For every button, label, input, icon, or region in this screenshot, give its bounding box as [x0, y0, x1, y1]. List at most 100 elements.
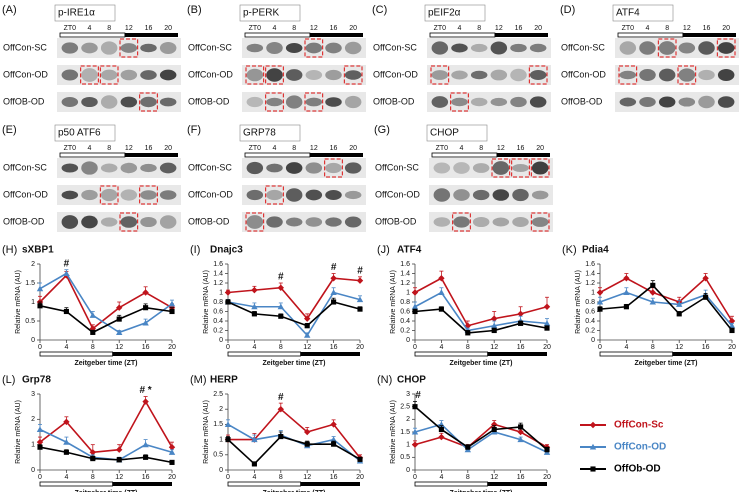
highlight-box: [119, 38, 139, 58]
band: [325, 162, 342, 174]
annotation: #: [64, 258, 70, 269]
highlight-box: [528, 65, 548, 85]
marker: [356, 296, 364, 303]
band: [285, 188, 303, 202]
zt-label: ZT0: [249, 25, 262, 32]
light-phase: [39, 481, 113, 487]
marker: [90, 329, 96, 335]
zt-label: 8: [292, 25, 296, 32]
highlight-box: [491, 158, 511, 178]
band: [140, 70, 157, 80]
band: [120, 189, 138, 201]
x-tick-label: 12: [675, 344, 683, 351]
band: [140, 190, 157, 200]
band: [325, 189, 342, 201]
band: [470, 70, 488, 80]
y-tick-label: 1: [31, 442, 35, 449]
marker: [438, 306, 444, 312]
y-tick-label: 0.5: [400, 454, 410, 461]
y-tick-label: 1: [406, 442, 410, 449]
marker: [251, 286, 258, 294]
x-tick-label: 20: [168, 344, 176, 351]
marker: [278, 313, 284, 319]
band: [266, 216, 283, 228]
panel-label: (J): [377, 244, 390, 256]
marker: [356, 277, 364, 284]
chart-title: Dnajc3: [210, 245, 243, 256]
marker: [304, 441, 310, 447]
highlight-box: [139, 185, 158, 205]
title-box: [239, 124, 301, 142]
title-box: [239, 4, 301, 22]
band: [81, 68, 98, 82]
marker: [37, 444, 43, 450]
marker: [116, 316, 122, 322]
y-tick-label: 1.6: [585, 261, 595, 268]
marker: [438, 275, 445, 282]
band: [159, 69, 177, 81]
y-tick-label: 0: [219, 337, 223, 344]
annotation: #: [331, 262, 337, 273]
y-tick-label: 0.8: [585, 299, 595, 306]
band: [658, 96, 676, 108]
marker: [596, 289, 604, 296]
y-tick-label: 0.2: [585, 327, 595, 334]
band: [266, 163, 283, 173]
zt-label: 8: [479, 145, 483, 152]
zt-label: 16: [703, 25, 711, 32]
row-label: OffCon-OD: [373, 69, 418, 79]
series-line: [414, 308, 548, 334]
zt-label: ZT0: [436, 145, 449, 152]
marker: [438, 289, 445, 296]
x-tick-label: 20: [728, 344, 736, 351]
band: [698, 69, 715, 81]
highlight-box: [677, 65, 697, 85]
y-tick-label: 1: [591, 289, 595, 296]
band: [266, 68, 283, 82]
series-line: [227, 435, 361, 466]
y-tick-label: 2: [31, 416, 35, 423]
highlight-box: [245, 65, 265, 85]
marker: [63, 308, 69, 315]
band: [305, 97, 323, 107]
marker: [89, 312, 96, 318]
band: [159, 190, 177, 200]
band: [246, 68, 264, 82]
x-tick-label: 8: [279, 344, 283, 351]
marker: [465, 444, 471, 450]
band: [678, 68, 696, 82]
series-line: [227, 301, 361, 327]
zt-label: 20: [536, 145, 544, 152]
band: [140, 96, 157, 108]
band: [510, 68, 527, 82]
highlight-box: [304, 38, 324, 58]
x-tick-label: 16: [142, 474, 150, 481]
dark-phase: [487, 482, 547, 486]
legend-label: OffCon-Sc: [614, 420, 664, 431]
band: [100, 188, 118, 202]
dark-phase: [112, 352, 172, 356]
highlight-box: [530, 212, 550, 232]
highlight-box: [450, 92, 469, 112]
x-tick-label: 20: [356, 474, 364, 481]
band: [159, 41, 177, 55]
band: [140, 216, 157, 228]
series-line: [227, 277, 361, 320]
annotation: #: [278, 272, 284, 283]
row-label: OffOB-OD: [373, 96, 415, 106]
blot-lane: [242, 158, 366, 178]
marker: [304, 332, 311, 338]
marker: [544, 325, 550, 331]
panel-label: (N): [377, 374, 392, 386]
zt-label: 20: [534, 25, 542, 32]
y-tick-label: 1.6: [213, 261, 223, 268]
light-phase: [244, 152, 311, 158]
series-line: [414, 277, 548, 327]
series-line: [599, 291, 733, 327]
highlight-box: [530, 158, 550, 178]
band: [344, 216, 362, 228]
marker: [169, 459, 175, 465]
marker: [277, 284, 284, 291]
marker: [142, 441, 149, 448]
band: [120, 69, 138, 81]
